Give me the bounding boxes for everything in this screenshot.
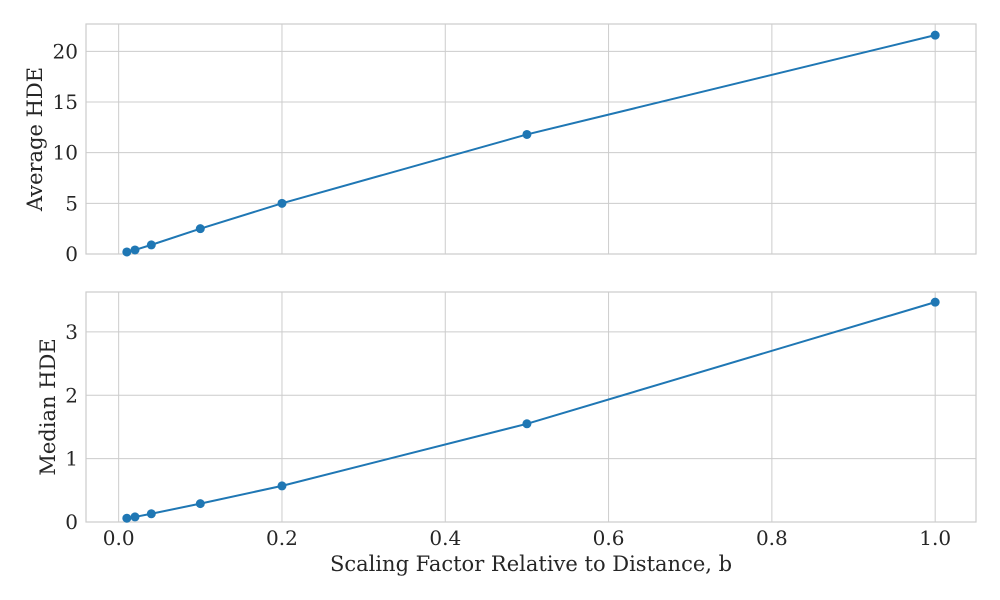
y-tick-label: 5 xyxy=(65,191,78,215)
y-axis-label: Average HDE xyxy=(23,67,47,212)
data-point xyxy=(122,513,132,523)
x-tick-label: 0.0 xyxy=(103,526,135,550)
y-tick-label: 15 xyxy=(53,90,78,114)
x-tick-label: 0.8 xyxy=(756,526,788,550)
x-tick-label: 0.6 xyxy=(593,526,625,550)
plot-frame xyxy=(85,23,977,255)
y-axis-label: Median HDE xyxy=(36,338,60,475)
data-point xyxy=(146,509,156,519)
y-tick-label: 0 xyxy=(65,510,78,534)
x-tick-label: 1.0 xyxy=(919,526,951,550)
y-tick-label: 0 xyxy=(65,242,78,266)
data-point xyxy=(122,247,132,257)
median-hde-panel: 0 1 2 3 0.0 0.2 0.4 0.6 0.8 1.0 Median HDE Scaling … xyxy=(36,291,977,576)
data-point xyxy=(195,499,205,509)
plot-frame xyxy=(85,291,977,523)
data-point xyxy=(277,198,287,208)
data-point xyxy=(930,297,940,307)
y-tick-label: 20 xyxy=(53,39,78,63)
y-tick-label: 10 xyxy=(53,141,78,165)
data-point xyxy=(930,30,940,40)
y-tick-label: 2 xyxy=(65,383,78,407)
data-point xyxy=(195,224,205,234)
data-point xyxy=(522,419,532,429)
x-tick-label: 0.4 xyxy=(429,526,461,550)
y-tick-label: 3 xyxy=(65,320,78,344)
data-point xyxy=(522,129,532,139)
x-axis-label: Scaling Factor Relative to Distance, b xyxy=(330,552,732,576)
data-point xyxy=(130,512,140,522)
data-point xyxy=(277,481,287,491)
series-line xyxy=(126,34,936,253)
data-point xyxy=(130,245,140,255)
y-tick-label: 1 xyxy=(65,447,78,471)
data-point xyxy=(146,240,156,250)
x-tick-label: 0.2 xyxy=(266,526,298,550)
series-line xyxy=(126,301,936,520)
